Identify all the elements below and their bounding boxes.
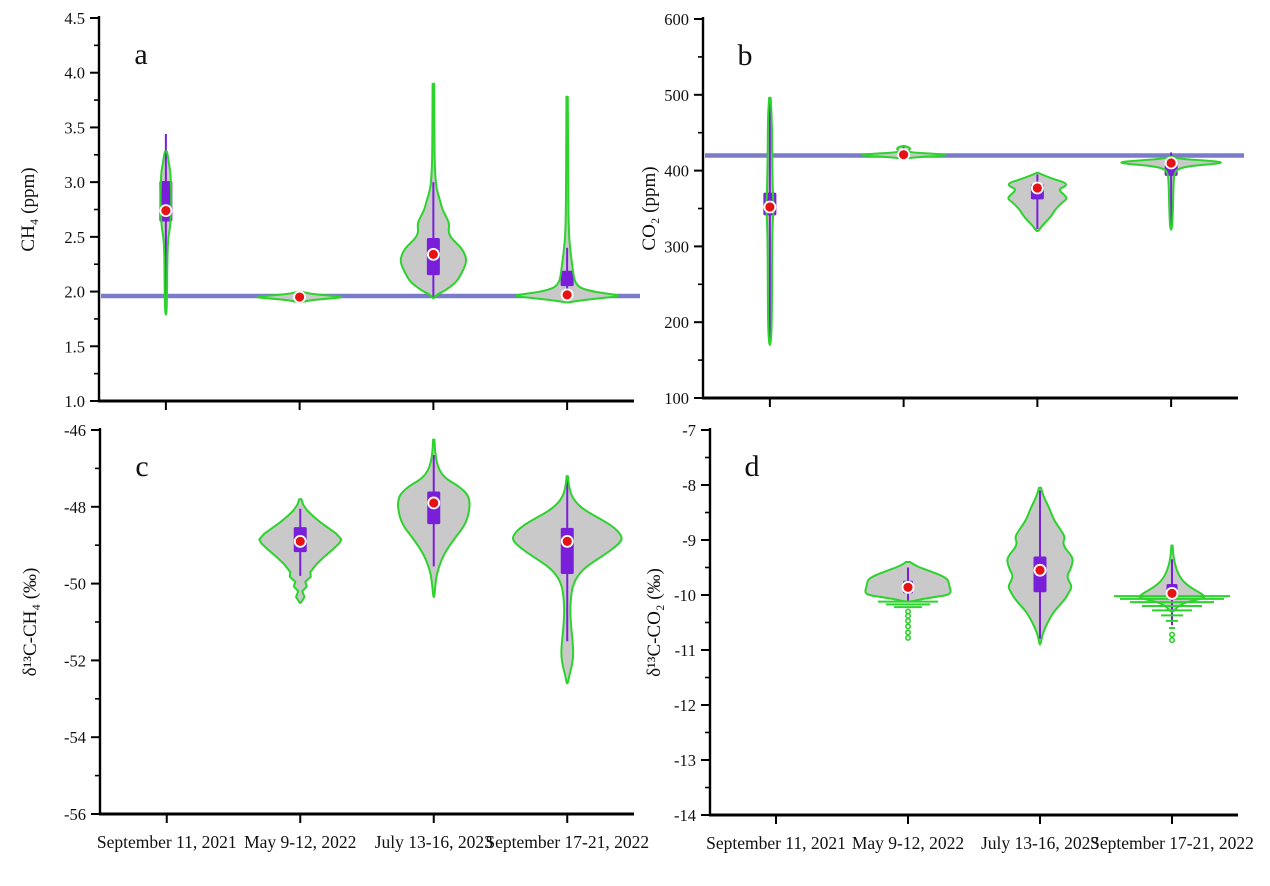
panel-c: -56 -54 -52 -50 -48 -46 September 11, 2021 May … <box>20 421 649 852</box>
x-category-label: September 17-21, 2022 <box>485 832 649 852</box>
violin-b-3 <box>1007 171 1068 233</box>
y-tick-label: 400 <box>664 162 689 181</box>
x-category-label: May 9-12, 2022 <box>244 832 356 852</box>
y-tick-label: -12 <box>674 696 696 715</box>
outlier-dot <box>904 634 911 641</box>
violin-outline <box>1138 544 1206 613</box>
violin-d-3 <box>1006 486 1074 646</box>
y-tick-label: 1.0 <box>64 392 85 411</box>
panel-letter: c <box>135 450 148 483</box>
y-tick-label: 600 <box>664 10 689 29</box>
x-category-label: September 11, 2021 <box>97 832 237 852</box>
y-tick-label: -10 <box>674 586 696 605</box>
y-axis-title: δ¹³C-CO₂ (‰) <box>644 568 665 677</box>
y-tick-label: 2.5 <box>64 228 85 247</box>
y-tick-label: -56 <box>64 805 86 824</box>
violin-a-3 <box>399 82 468 300</box>
panel-letter: d <box>745 450 760 483</box>
violin-outline <box>159 150 173 316</box>
mean-dot <box>763 200 777 214</box>
violin-b-4 <box>1120 152 1222 231</box>
mean-dot <box>426 247 440 261</box>
y-tick-label: -13 <box>674 751 696 770</box>
y-tick-label: -8 <box>682 476 696 495</box>
y-axis-title: δ¹³C-CH₄ (‰) <box>20 568 41 677</box>
panel-letter: b <box>738 39 753 72</box>
violin-b-1 <box>763 96 777 346</box>
y-tick-label: 100 <box>664 389 689 408</box>
mean-dot <box>427 496 441 510</box>
mean-dot <box>1164 156 1178 170</box>
y-tick-label: 500 <box>664 86 689 105</box>
x-category-label: September 11, 2021 <box>706 833 846 853</box>
y-axis-title: CO₂ (ppm) <box>639 166 660 250</box>
y-tick-label: 2.0 <box>64 283 85 302</box>
x-category-label: July 13-16, 2023 <box>375 832 493 852</box>
panel-b: 100 200 300 400 500 600 CO₂ (ppm) b <box>639 10 1244 408</box>
y-tick-label: -52 <box>64 651 86 670</box>
iqr-box <box>560 527 574 574</box>
violin-a-1 <box>159 133 173 316</box>
y-tick-label: 3.0 <box>64 173 85 192</box>
outlier-dot <box>904 617 911 624</box>
violin-outline <box>1120 156 1222 231</box>
y-tick-label: -46 <box>64 421 86 440</box>
mean-dot <box>293 534 307 548</box>
panel-letter: a <box>134 38 147 71</box>
mean-dot <box>1030 181 1044 195</box>
y-tick-label: -50 <box>64 575 86 594</box>
x-category-label: May 9-12, 2022 <box>852 833 964 853</box>
mean-dot <box>159 204 173 217</box>
y-tick-label: -7 <box>682 421 696 440</box>
panel-d: -14 -13 -12 -11 -10 -9 -8 -7 September 11, 2021 M… <box>644 421 1254 853</box>
mean-dot <box>901 580 915 594</box>
violin-a-2 <box>257 290 343 304</box>
panel-a: 1.0 1.5 2.0 2.5 3.0 3.5 4.0 4.5 CH₄ (ppm) a <box>18 9 640 411</box>
x-category-label: July 13-16, 2023 <box>981 833 1099 853</box>
violin-a-4 <box>515 95 620 304</box>
violin-outline <box>515 95 620 304</box>
y-tick-label: 300 <box>664 237 689 256</box>
outlier-dot <box>1169 637 1176 644</box>
y-tick-label: -14 <box>674 806 696 825</box>
mean-dot <box>897 148 911 162</box>
violin-outline <box>765 96 775 346</box>
violin-d-4 <box>1114 544 1230 644</box>
iqr-box <box>560 270 574 287</box>
y-tick-label: -54 <box>64 728 86 747</box>
y-axis-title: CH₄ (ppm) <box>18 167 39 251</box>
mean-dot <box>1165 586 1179 600</box>
y-tick-label: 4.5 <box>64 9 85 28</box>
x-category-label: September 17-21, 2022 <box>1090 833 1254 853</box>
outlier-dot <box>904 623 911 630</box>
mean-dot <box>1033 563 1047 577</box>
y-tick-label: -9 <box>682 531 696 550</box>
violin-c-4 <box>512 475 623 685</box>
mean-dot <box>560 288 574 302</box>
mean-dot <box>293 290 307 304</box>
violin-outline <box>397 438 471 598</box>
violin-b-2 <box>860 145 947 162</box>
violin-outline <box>399 82 468 300</box>
y-tick-label: 200 <box>664 313 689 332</box>
violin-c-2 <box>258 498 343 604</box>
outlier-dot <box>904 629 911 636</box>
violin-body <box>516 96 619 303</box>
y-tick-label: 4.0 <box>64 64 85 83</box>
violin-outline <box>1007 171 1068 233</box>
violin-outline <box>1006 486 1074 646</box>
outlier-dot <box>1169 631 1176 638</box>
violin-outline <box>512 475 623 685</box>
outlier-dot <box>904 612 911 619</box>
violin-c-3 <box>397 438 471 598</box>
y-tick-label: 3.5 <box>64 118 85 137</box>
y-tick-label: -48 <box>64 498 86 517</box>
violin-d-2 <box>864 561 952 641</box>
y-tick-label: -11 <box>675 641 696 660</box>
mean-dot <box>560 534 574 548</box>
y-tick-label: 1.5 <box>64 337 85 356</box>
violin-outline <box>258 498 343 604</box>
